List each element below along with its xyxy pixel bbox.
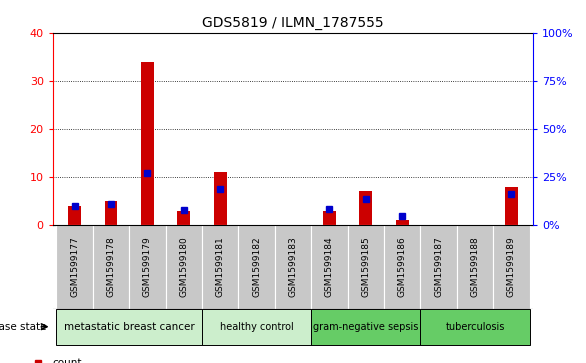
Text: healthy control: healthy control bbox=[220, 322, 294, 332]
Text: GSM1599180: GSM1599180 bbox=[179, 236, 188, 297]
Text: GSM1599183: GSM1599183 bbox=[288, 236, 298, 297]
Bar bbox=[239, 225, 275, 309]
Text: metastatic breast cancer: metastatic breast cancer bbox=[64, 322, 195, 332]
Bar bbox=[420, 309, 530, 345]
Text: tuberculosis: tuberculosis bbox=[445, 322, 505, 332]
Bar bbox=[214, 172, 227, 225]
Text: GSM1599188: GSM1599188 bbox=[471, 236, 479, 297]
Bar bbox=[457, 225, 493, 309]
Bar bbox=[93, 225, 129, 309]
Text: GSM1599181: GSM1599181 bbox=[216, 236, 224, 297]
Text: GSM1599177: GSM1599177 bbox=[70, 236, 79, 297]
Bar bbox=[202, 309, 311, 345]
Bar bbox=[323, 211, 336, 225]
Bar bbox=[505, 187, 518, 225]
Bar bbox=[420, 225, 457, 309]
Text: GSM1599182: GSM1599182 bbox=[252, 236, 261, 297]
Bar bbox=[129, 225, 166, 309]
Text: gram-negative sepsis: gram-negative sepsis bbox=[313, 322, 418, 332]
Bar bbox=[178, 211, 190, 225]
Text: GSM1599179: GSM1599179 bbox=[143, 236, 152, 297]
Text: GSM1599186: GSM1599186 bbox=[398, 236, 407, 297]
Bar bbox=[311, 225, 347, 309]
Bar bbox=[347, 225, 384, 309]
Bar bbox=[493, 225, 530, 309]
Bar bbox=[141, 61, 154, 225]
Text: GSM1599187: GSM1599187 bbox=[434, 236, 443, 297]
Bar bbox=[384, 225, 420, 309]
Title: GDS5819 / ILMN_1787555: GDS5819 / ILMN_1787555 bbox=[202, 16, 384, 30]
Bar bbox=[68, 206, 81, 225]
Bar bbox=[275, 225, 311, 309]
Bar bbox=[311, 309, 420, 345]
Text: count: count bbox=[53, 358, 82, 363]
Text: GSM1599178: GSM1599178 bbox=[107, 236, 115, 297]
Bar bbox=[396, 220, 408, 225]
Text: GSM1599185: GSM1599185 bbox=[362, 236, 370, 297]
Bar bbox=[56, 309, 202, 345]
Bar bbox=[56, 225, 93, 309]
Text: disease state: disease state bbox=[0, 322, 47, 332]
Text: GSM1599189: GSM1599189 bbox=[507, 236, 516, 297]
Bar bbox=[359, 191, 372, 225]
Text: GSM1599184: GSM1599184 bbox=[325, 236, 334, 297]
Bar bbox=[105, 201, 117, 225]
Bar bbox=[202, 225, 239, 309]
Bar bbox=[166, 225, 202, 309]
